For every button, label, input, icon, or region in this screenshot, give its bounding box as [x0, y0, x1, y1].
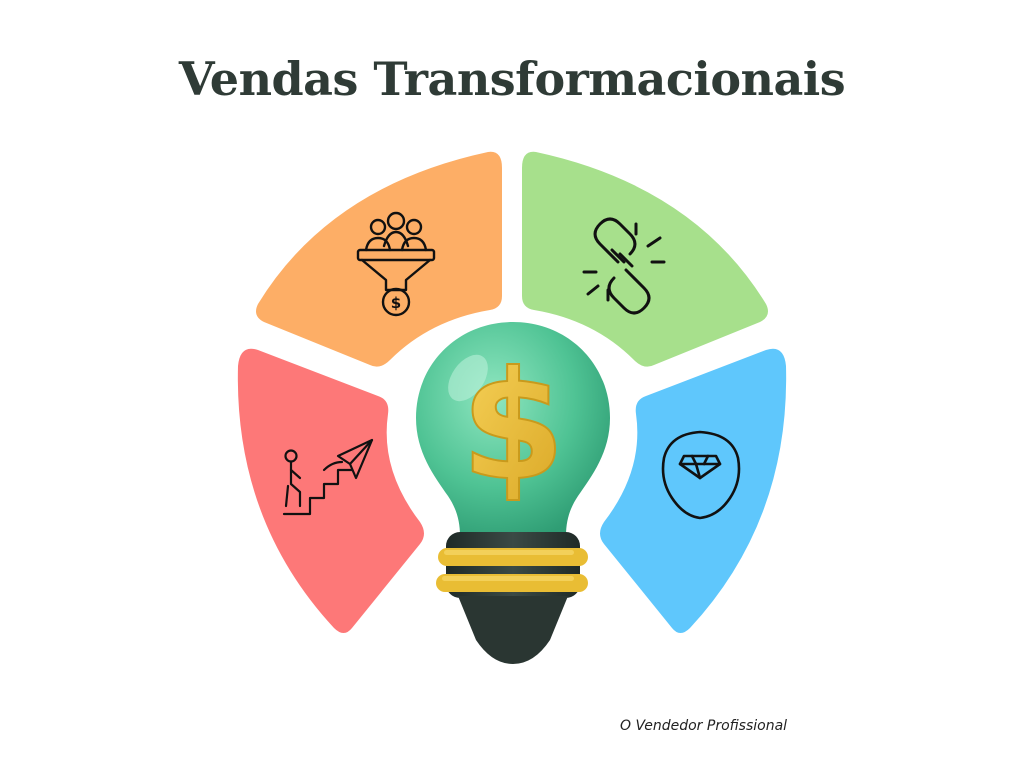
segment-left [237, 348, 424, 633]
segment-right [600, 348, 787, 633]
lightbulb-dollar-icon: $ [411, 316, 615, 664]
stairs-paper-plane-icon [282, 438, 374, 516]
head-diamond-icon [661, 430, 741, 520]
credit-text: O Vendedor Profissional [620, 718, 788, 734]
svg-text:$: $ [461, 340, 565, 514]
page-title: Vendas Transformacionais [178, 52, 846, 106]
svg-text:$: $ [391, 294, 401, 312]
sales-funnel-icon: $ [356, 211, 436, 317]
segment-top-right [522, 151, 768, 367]
broken-link-icon [582, 217, 666, 315]
